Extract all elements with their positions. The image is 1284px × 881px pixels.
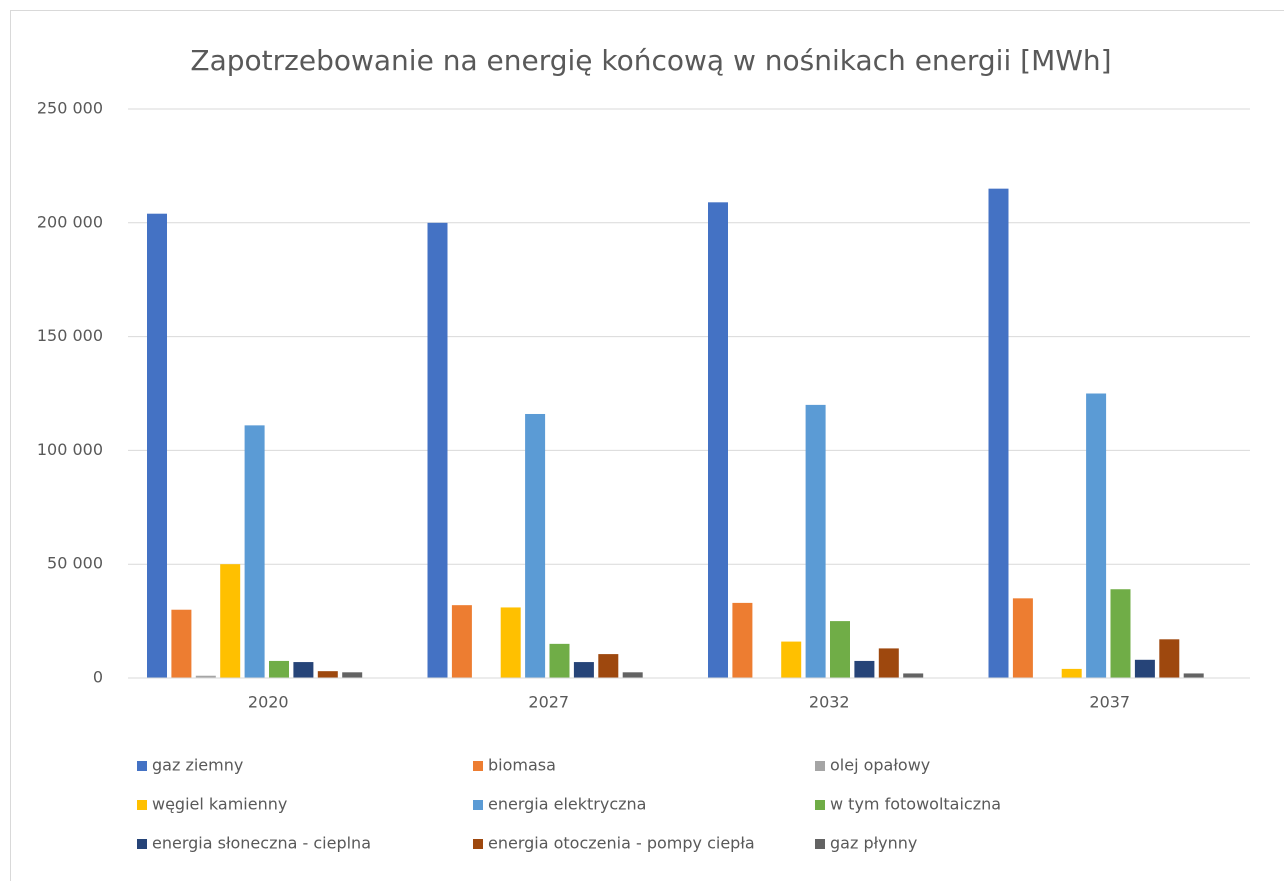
bar [903,673,924,678]
legend-label: olej opałowy [830,756,930,775]
legend-label: energia otoczenia - pompy ciepła [488,834,755,853]
legend-label: energia słoneczna - cieplna [152,834,371,853]
bar [781,641,802,678]
y-tick-label: 100 000 [37,440,103,459]
bar [1086,393,1107,678]
legend-label: węgiel kamienny [152,795,287,814]
bar [988,188,1009,678]
legend-swatch [137,761,147,771]
legend-label: biomasa [488,756,556,775]
bar [342,672,363,678]
bar [805,404,826,678]
bar [500,607,521,678]
bar [293,662,314,678]
bar [573,662,594,678]
bar [830,621,850,678]
x-tick-label: 2032 [809,693,850,712]
bar [549,643,570,678]
chart-title: Zapotrzebowanie na energię końcową w noś… [190,44,1111,77]
bar [1183,673,1204,678]
bar [732,602,753,678]
legend-swatch [473,800,483,810]
bar [854,660,875,678]
legend-label: w tym fotowoltaiczna [830,795,1001,814]
y-tick-label: 250 000 [37,99,103,118]
legend-swatch [473,839,483,849]
bar [147,213,167,679]
bar [878,648,899,678]
y-tick-label: 0 [93,668,103,687]
bar [622,672,643,678]
y-tick-label: 150 000 [37,326,103,345]
bar [427,222,448,679]
bar [1061,668,1082,678]
bar [598,654,619,678]
bar [1134,659,1155,678]
bar [171,609,192,678]
legend-swatch [137,800,147,810]
legend-label: gaz płynny [830,834,917,853]
y-tick-label: 50 000 [47,554,103,573]
legend-swatch [815,839,825,849]
x-tick-label: 2020 [248,693,289,712]
legend-label: gaz ziemny [152,756,243,775]
bar [1159,639,1180,678]
bar [451,605,472,678]
bar [269,660,289,678]
bar [317,671,338,678]
legend-label: energia elektryczna [488,795,646,814]
bar [244,425,265,678]
y-tick-label: 200 000 [37,212,103,231]
chart-frame [10,10,1284,881]
x-tick-label: 2027 [528,693,569,712]
legend-swatch [815,761,825,771]
bar [1110,589,1131,678]
legend-swatch [815,800,825,810]
bar [220,564,241,678]
legend-swatch [473,761,483,771]
bar [195,675,216,678]
x-tick-label: 2037 [1089,693,1130,712]
legend-swatch [137,839,147,849]
bar [1012,598,1033,678]
bar [525,413,546,678]
bar [708,202,728,679]
